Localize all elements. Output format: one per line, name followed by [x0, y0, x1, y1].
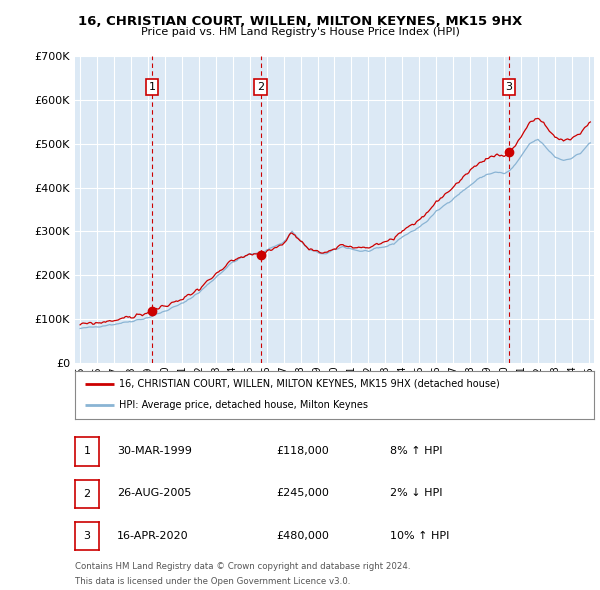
Text: £118,000: £118,000 [276, 446, 329, 455]
Text: 30-MAR-1999: 30-MAR-1999 [117, 446, 192, 455]
Text: 3: 3 [506, 82, 512, 91]
Text: £480,000: £480,000 [276, 531, 329, 540]
Text: 2: 2 [83, 489, 91, 499]
Text: 2% ↓ HPI: 2% ↓ HPI [390, 489, 443, 498]
Text: 16, CHRISTIAN COURT, WILLEN, MILTON KEYNES, MK15 9HX (detached house): 16, CHRISTIAN COURT, WILLEN, MILTON KEYN… [119, 379, 500, 389]
Text: 1: 1 [149, 82, 155, 91]
Text: 1: 1 [83, 447, 91, 456]
Text: HPI: Average price, detached house, Milton Keynes: HPI: Average price, detached house, Milt… [119, 401, 368, 411]
Text: 8% ↑ HPI: 8% ↑ HPI [390, 446, 443, 455]
Text: 3: 3 [83, 532, 91, 541]
Text: Price paid vs. HM Land Registry's House Price Index (HPI): Price paid vs. HM Land Registry's House … [140, 27, 460, 37]
Text: 26-AUG-2005: 26-AUG-2005 [117, 489, 191, 498]
Text: 16, CHRISTIAN COURT, WILLEN, MILTON KEYNES, MK15 9HX: 16, CHRISTIAN COURT, WILLEN, MILTON KEYN… [78, 15, 522, 28]
Text: Contains HM Land Registry data © Crown copyright and database right 2024.: Contains HM Land Registry data © Crown c… [75, 562, 410, 571]
Text: This data is licensed under the Open Government Licence v3.0.: This data is licensed under the Open Gov… [75, 577, 350, 586]
Text: 2: 2 [257, 82, 264, 91]
Text: 16-APR-2020: 16-APR-2020 [117, 531, 188, 540]
Text: £245,000: £245,000 [276, 489, 329, 498]
Text: 10% ↑ HPI: 10% ↑ HPI [390, 531, 449, 540]
